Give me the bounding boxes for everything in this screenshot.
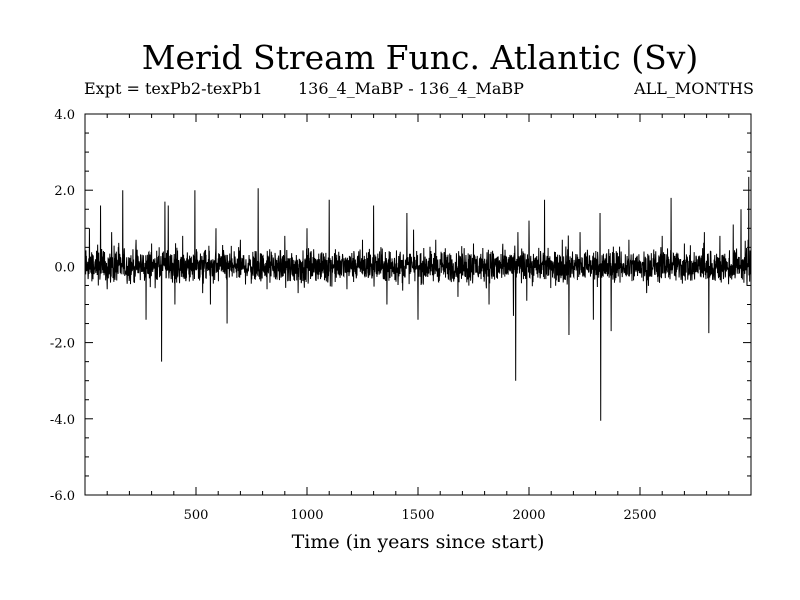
y-tick-label: 4.0 <box>54 108 75 123</box>
x-tick-label: 500 <box>184 508 209 523</box>
plot-frame <box>84 113 752 496</box>
series-line <box>84 176 752 421</box>
period-label: 136_4_MaBP - 136_4_MaBP <box>298 79 524 98</box>
y-tick-label: -4.0 <box>50 413 75 428</box>
experiment-label: Expt = texPb2-texPb1 <box>84 79 263 98</box>
tick-layer <box>85 113 751 496</box>
x-axis-label: Time (in years since start) <box>292 531 545 553</box>
y-tick-label: -6.0 <box>50 489 75 504</box>
y-tick-label: 0.0 <box>54 260 75 275</box>
months-label: ALL_MONTHS <box>634 79 754 98</box>
tick-label-layer: 4.0 2.0 0.0 -2.0 -4.0 -6.0 500 1000 1500 2000 2500 <box>50 108 657 523</box>
chart-title: Merid Stream Func. Atlantic (Sv) <box>141 38 699 77</box>
y-tick-label: -2.0 <box>50 337 75 352</box>
x-tick-label: 1000 <box>290 508 323 523</box>
x-tick-label: 1500 <box>401 508 434 523</box>
series-layer <box>84 176 752 421</box>
y-tick-label: 2.0 <box>54 184 75 199</box>
x-tick-label: 2500 <box>623 508 656 523</box>
x-tick-label: 2000 <box>512 508 545 523</box>
